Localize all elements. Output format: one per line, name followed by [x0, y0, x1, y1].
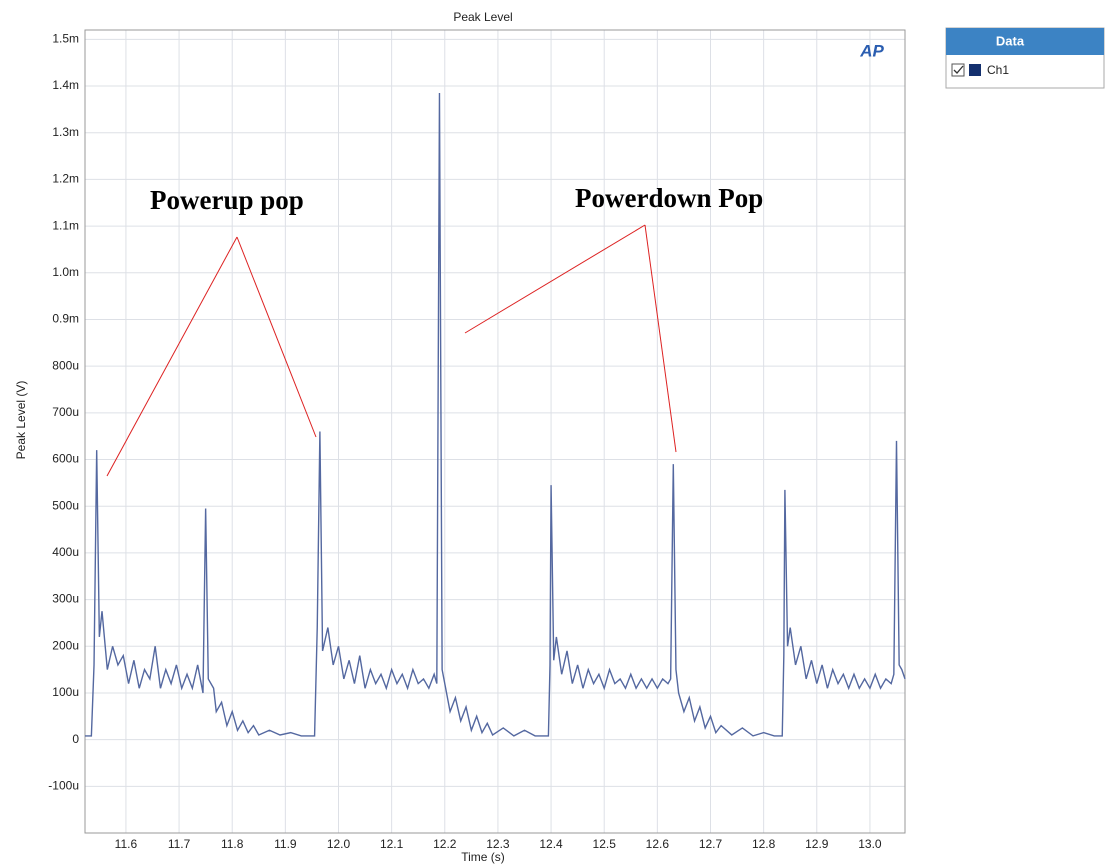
x-tick-label: 12.0: [327, 837, 351, 851]
x-tick-label: 12.8: [752, 837, 776, 851]
y-tick-label: 400u: [52, 545, 79, 559]
annotation: Powerup pop: [150, 185, 304, 215]
y-tick-label: 0: [72, 732, 79, 746]
annotation-line: [236, 236, 317, 438]
x-axis-label: Time (s): [461, 850, 505, 864]
x-tick-label: 12.2: [433, 837, 457, 851]
x-tick-label: 11.7: [168, 837, 191, 851]
legend: Data Ch1: [945, 27, 1105, 89]
legend-label: Ch1: [987, 63, 1009, 77]
y-tick-label: 800u: [52, 358, 79, 372]
annotation-arrows: [106, 224, 677, 477]
series-line: [85, 93, 906, 737]
legend-title: Data: [996, 33, 1025, 48]
legend-swatch: [969, 64, 981, 76]
legend-checkbox[interactable]: [951, 63, 965, 77]
chart-title: Peak Level: [453, 10, 512, 24]
y-tick-label: 1.3m: [52, 125, 79, 139]
y-tick-label: 1.1m: [52, 218, 79, 232]
annotation-line: [106, 236, 238, 477]
y-tick-label: -100u: [48, 778, 79, 792]
annotation-line: [644, 224, 677, 453]
annotation: Powerdown Pop: [575, 183, 763, 213]
y-tick-label: 1.5m: [52, 32, 79, 46]
y-tick-label: 200u: [52, 638, 79, 652]
x-tick-label: 11.9: [274, 837, 297, 851]
y-tick-label: 0.9m: [52, 312, 79, 326]
y-tick-label: 1.4m: [52, 78, 79, 92]
y-axis-label: Peak Level (V): [14, 381, 28, 460]
x-tick-label: 12.4: [539, 837, 563, 851]
y-tick-label: 300u: [52, 592, 79, 606]
x-tick-label: 11.6: [115, 837, 138, 851]
x-tick-label: 13.0: [858, 837, 882, 851]
legend-header: [946, 28, 1104, 55]
y-tick-label: 500u: [52, 498, 79, 512]
x-tick-label: 12.6: [646, 837, 670, 851]
x-tick-label: 12.1: [380, 837, 404, 851]
y-tick-label: 700u: [52, 405, 79, 419]
x-tick-label: 12.9: [805, 837, 829, 851]
x-tick-label: 11.8: [221, 837, 244, 851]
x-tick-label: 12.7: [699, 837, 723, 851]
x-tick-label: 12.3: [486, 837, 510, 851]
annotation-line: [464, 224, 646, 334]
plot-frame: [84, 29, 906, 834]
y-tick-label: 1.0m: [52, 265, 79, 279]
y-tick-label: 600u: [52, 452, 79, 466]
y-tick-label: 1.2m: [52, 172, 79, 186]
check-mark: [953, 65, 964, 74]
grid: [85, 30, 905, 833]
logo: AP: [859, 41, 884, 60]
x-tick-label: 12.5: [593, 837, 617, 851]
y-tick-label: 100u: [52, 685, 79, 699]
